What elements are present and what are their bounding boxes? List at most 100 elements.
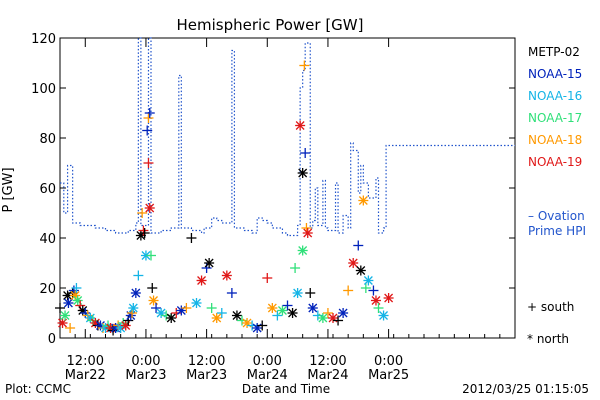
observation-marker: [130, 288, 141, 298]
south-marker-legend: + south: [527, 300, 574, 314]
observation-marker: [300, 148, 311, 158]
observation-marker: [142, 125, 153, 136]
observation-marker: [338, 308, 349, 318]
observation-marker: [363, 275, 374, 286]
ovation-prime-line: [60, 37, 515, 237]
observation-marker: [221, 270, 232, 281]
legend-item: NOAA-19: [528, 155, 582, 169]
observation-marker: [383, 293, 394, 303]
observation-marker: [125, 310, 136, 321]
observation-marker: [322, 308, 333, 318]
observation-marker: [72, 295, 83, 306]
observation-marker: [292, 288, 303, 298]
observation-marker: [299, 60, 310, 71]
observation-marker: [295, 120, 306, 131]
observation-marker: [133, 270, 144, 281]
observation-marker: [373, 303, 384, 313]
y-tick-label: 120: [31, 32, 56, 47]
observation-marker: [65, 323, 76, 333]
observation-marker: [120, 320, 131, 331]
observation-marker: [80, 308, 91, 318]
observation-marker: [297, 245, 308, 256]
observation-marker: [181, 303, 192, 313]
observation-marker: [146, 250, 156, 261]
y-tick-label: 80: [39, 132, 56, 147]
legend-item: NOAA-18: [528, 133, 582, 147]
observation-marker: [57, 318, 68, 328]
observation-marker: [231, 310, 242, 321]
observation-marker: [137, 208, 148, 218]
observation-marker: [267, 303, 278, 313]
observation-marker: [144, 203, 155, 213]
legend-item: NOAA-15: [528, 67, 582, 81]
observation-marker: [147, 283, 158, 293]
x-tick-label-time: 12:00: [309, 354, 346, 369]
satellite-legend: METP-02 NOAA-15 NOAA-16 NOAA-17 NOAA-18 NOAA-…: [528, 45, 582, 169]
observation-marker: [143, 113, 154, 123]
north-marker-legend: * north: [527, 332, 569, 346]
observation-marker: [358, 195, 369, 206]
x-axis-title: Date and Time: [242, 382, 330, 396]
observation-marker: [317, 313, 328, 323]
observation-marker: [353, 240, 364, 251]
plot-frame: [59, 37, 516, 339]
observation-marker: [211, 313, 222, 323]
observation-marker: [226, 288, 237, 298]
y-tick-label: 0: [48, 332, 56, 347]
observation-marker: [355, 265, 366, 276]
observation-marker: [368, 285, 379, 296]
observation-marker: [307, 303, 318, 313]
x-tick-label-time: 0:00: [131, 354, 160, 369]
observation-marker: [360, 283, 371, 293]
observation-marker: [290, 263, 301, 273]
observation-marker: [206, 303, 217, 313]
y-tick-label: 40: [39, 232, 56, 247]
observation-marker: [262, 273, 273, 283]
observation-marker: [148, 295, 159, 306]
observation-marker: [90, 318, 101, 328]
observation-marker: [272, 310, 283, 321]
observation-marker: [348, 258, 359, 268]
observation-marker: [378, 310, 389, 321]
x-tick-label-date: Mar24: [247, 368, 288, 383]
x-tick-label-date: Mar22: [65, 368, 106, 383]
x-tick-label-date: Mar23: [125, 368, 166, 383]
x-tick-label-date: Mar24: [307, 368, 348, 383]
observation-marker: [204, 258, 215, 268]
plot-timestamp: 2012/03/25 01:15:05: [462, 382, 589, 396]
observation-marker: [282, 300, 293, 311]
observation-marker: [140, 250, 151, 261]
observation-marker: [343, 285, 354, 296]
observation-marker: [144, 108, 155, 118]
plot-credit: Plot: CCMC: [5, 382, 71, 396]
y-tick-label: 100: [31, 82, 56, 97]
ovation-legend-line2: Prime HPI: [528, 224, 586, 238]
x-tick-label-date: Mar25: [368, 368, 409, 383]
observation-marker: [139, 228, 150, 238]
observation-marker: [302, 228, 313, 238]
observation-marker: [252, 323, 263, 333]
observation-marker: [297, 168, 308, 178]
x-axis-ticks: 12:00Mar220:00Mar2312:00Mar230:00Mar2412…: [59, 38, 516, 383]
y-axis-ticks: 0 20 40 60 80 100 120: [31, 32, 515, 347]
observation-marker: [191, 298, 202, 308]
ovation-legend-line1: – Ovation: [528, 209, 585, 223]
legend-item: METP-02: [528, 45, 580, 59]
y-axis-title: P [GW]: [1, 167, 16, 212]
x-tick-label-date: Mar23: [186, 368, 227, 383]
x-tick-label-time: 12:00: [67, 354, 104, 369]
observation-marker: [216, 308, 227, 318]
observation-marker: [287, 308, 298, 318]
observation-marker: [277, 305, 288, 316]
observation-marker: [196, 275, 207, 286]
observation-marker: [257, 320, 268, 331]
observation-marker: [60, 310, 71, 321]
observation-marker: [328, 313, 338, 323]
chart-title: Hemispheric Power [GW]: [177, 16, 364, 34]
observation-marker: [151, 303, 162, 313]
observation-marker: [186, 233, 197, 243]
observation-marker: [166, 313, 177, 323]
observation-marker: [138, 225, 149, 236]
legend-item: NOAA-16: [528, 89, 582, 103]
